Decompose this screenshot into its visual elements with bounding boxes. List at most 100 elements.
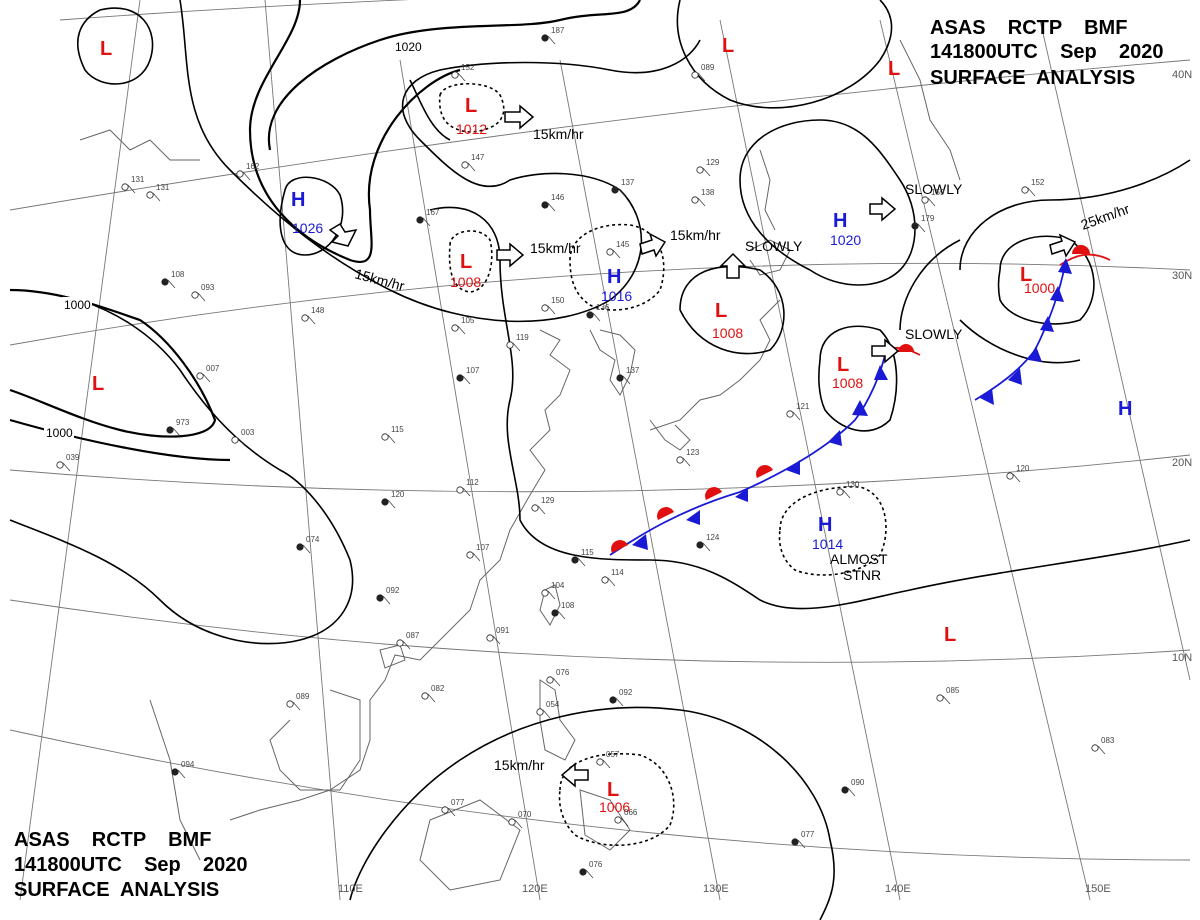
station-marker xyxy=(1006,472,1014,480)
coast-hainan xyxy=(379,644,406,669)
coast-china xyxy=(229,329,571,821)
low-center: L xyxy=(837,354,849,376)
isobar-label: 1000 xyxy=(46,426,73,440)
station-pressure: 074 xyxy=(306,535,320,544)
station-marker xyxy=(296,543,304,551)
arrow-down-right xyxy=(328,222,358,247)
station-pressure: 107 xyxy=(476,543,490,552)
header-top-line2: 141800UTC Sep 2020 xyxy=(930,41,1163,63)
label-bg xyxy=(62,297,92,311)
arrow-right xyxy=(1049,233,1077,258)
lat-labels: 40N 30N 20N 10N xyxy=(1172,69,1192,664)
wind-barb xyxy=(462,375,471,385)
front-semicircle xyxy=(705,487,722,500)
station-pressure: 070 xyxy=(518,810,532,819)
front-triangle xyxy=(980,388,994,405)
isobar-label: 1000 xyxy=(64,298,91,312)
station-pressure: 152 xyxy=(1031,178,1045,187)
front-triangle xyxy=(1058,258,1072,274)
high-pressure-value: 1020 xyxy=(830,232,861,248)
isobar-labels: 1020 1000 1000 xyxy=(44,39,423,440)
warm-front-semicircles xyxy=(611,245,1090,553)
coast-japan-kyushu xyxy=(649,419,691,451)
station-pressure: 104 xyxy=(551,581,565,590)
station-pressure: 089 xyxy=(701,63,715,72)
label-bg xyxy=(393,39,423,53)
lon-label: 140E xyxy=(885,883,911,895)
station-pressure: 162 xyxy=(246,162,260,171)
station-marker xyxy=(579,868,587,876)
station-pressure: 057 xyxy=(606,750,620,759)
wind-barb xyxy=(620,817,629,827)
dashed-1016 xyxy=(569,223,665,311)
station-pressure: 145 xyxy=(616,240,630,249)
front-triangle xyxy=(1008,368,1022,385)
station-marker xyxy=(231,436,239,444)
low-center: L xyxy=(715,300,727,322)
front-semicircle xyxy=(611,540,628,553)
station-marker xyxy=(171,768,179,776)
label-bg xyxy=(44,425,74,439)
station-pressure: 131 xyxy=(156,183,170,192)
low-pressure-value: 1008 xyxy=(450,274,481,290)
wind-barb xyxy=(202,373,211,383)
wind-barb xyxy=(682,457,691,467)
low-pressure-value: 1012 xyxy=(456,121,487,137)
station-marker xyxy=(166,426,174,434)
station-marker xyxy=(836,488,844,496)
wind-barb xyxy=(615,697,624,707)
station-pressure: 094 xyxy=(181,760,195,769)
wind-barb xyxy=(612,249,621,259)
isobar-1020-west xyxy=(248,0,461,263)
station-marker xyxy=(1091,744,1099,752)
wind-barb xyxy=(457,325,466,335)
station-pressure: 115 xyxy=(391,425,404,434)
station-marker xyxy=(546,676,554,684)
station-marker xyxy=(416,216,424,224)
lat-line-0 xyxy=(9,729,1191,861)
wind-barb xyxy=(622,375,631,385)
front-triangle xyxy=(874,365,888,380)
station-marker xyxy=(466,551,474,559)
coast-japan-honshu xyxy=(649,299,781,431)
wind-barb xyxy=(427,693,436,703)
station-marker xyxy=(676,456,684,464)
station-marker xyxy=(536,708,544,716)
movement-label: 15km/hr xyxy=(530,240,581,256)
movement-label: SLOWLY xyxy=(905,326,963,342)
fronts xyxy=(609,245,1111,556)
station-pressure: 148 xyxy=(311,306,325,315)
wind-barb xyxy=(422,217,431,227)
low-center: L xyxy=(92,373,104,395)
station-marker xyxy=(696,166,704,174)
station-marker xyxy=(541,201,549,209)
coast-india xyxy=(149,699,201,861)
station-marker xyxy=(606,248,614,256)
low-center: L xyxy=(465,95,477,117)
station-pressure: 152 xyxy=(461,63,475,72)
arrow-right xyxy=(869,196,897,222)
wind-barb xyxy=(307,315,316,325)
station-marker xyxy=(396,639,404,647)
station-marker xyxy=(286,700,294,708)
low-center: L xyxy=(460,251,472,273)
isobar-central xyxy=(409,79,451,141)
wind-barb xyxy=(1027,187,1036,197)
low-center: L xyxy=(944,624,956,646)
wind-barb xyxy=(1097,745,1106,755)
station-observations: 167 152 147 146 145 138 137 129 150 136 119 115 107 1… xyxy=(56,26,1115,879)
isobar-far-east xyxy=(899,239,1081,364)
dashed-1014 xyxy=(778,486,887,576)
wind-barb xyxy=(542,709,551,719)
wind-barb xyxy=(847,787,856,797)
station-pressure: 129 xyxy=(706,158,720,167)
station-pressure: 105 xyxy=(461,316,475,325)
lat-line-50n xyxy=(59,0,411,21)
station-marker xyxy=(381,498,389,506)
station-marker xyxy=(541,304,549,312)
front-triangle xyxy=(1040,316,1054,332)
wind-barb xyxy=(302,544,311,554)
lat-line-30n xyxy=(9,262,1191,346)
wind-barb xyxy=(127,184,136,194)
lon-label: 120E xyxy=(522,883,548,895)
